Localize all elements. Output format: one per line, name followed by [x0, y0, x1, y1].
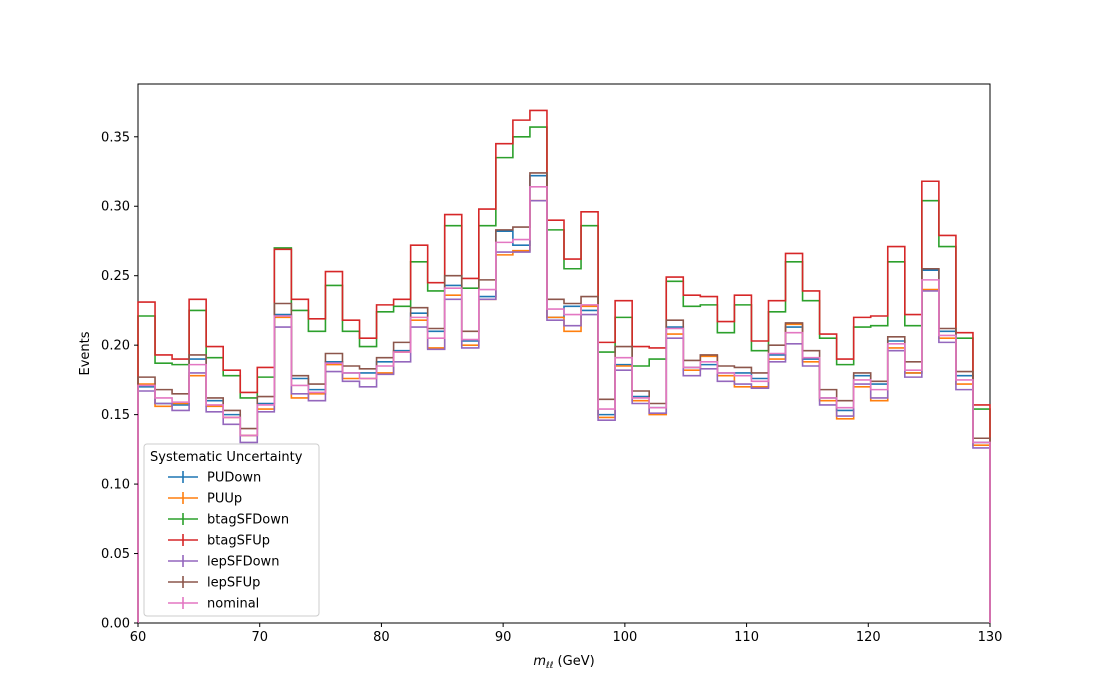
legend-title: Systematic Uncertainty	[150, 450, 303, 465]
legend-label-PUUp: PUUp	[207, 492, 242, 507]
legend-item-lepSFDown: lepSFDown	[168, 555, 279, 570]
y-tick-label: 0.10	[101, 478, 130, 493]
legend-item-btagSFUp: btagSFUp	[168, 534, 270, 549]
x-axis: 60 70 80 90 100 110 120 130	[130, 623, 1003, 645]
y-tick-label: 0.15	[101, 408, 130, 423]
x-tick-label: 110	[734, 630, 759, 645]
y-tick-label: 0.35	[101, 130, 130, 145]
x-tick-label: 100	[612, 630, 637, 645]
legend-label-lepSFUp: lepSFUp	[207, 576, 260, 591]
legend-item-PUUp: PUUp	[168, 492, 242, 507]
x-tick-label: 70	[251, 630, 268, 645]
legend-label-btagSFDown: btagSFDown	[207, 513, 289, 528]
y-tick-label: 0.30	[101, 200, 130, 215]
legend-item-btagSFDown: btagSFDown	[168, 513, 289, 528]
x-tick-label: 80	[373, 630, 390, 645]
x-tick-label: 130	[978, 630, 1003, 645]
legend-items: PUDown PUUp btagSFDown btagSFUp lepSFDown lep…	[168, 471, 289, 612]
y-tick-label: 0.25	[101, 269, 130, 284]
legend-label-PUDown: PUDown	[207, 471, 261, 486]
legend-item-nominal: nominal	[168, 597, 259, 612]
y-axis-label: Events	[78, 331, 93, 375]
y-tick-label: 0.05	[101, 547, 130, 562]
legend-item-PUDown: PUDown	[168, 471, 261, 486]
series-btagSFUp-line	[137, 109, 991, 623]
x-tick-label: 120	[856, 630, 881, 645]
series-layer	[137, 109, 991, 623]
y-tick-label: 0.20	[101, 339, 130, 354]
series-nominal-line	[137, 185, 991, 623]
legend-label-btagSFUp: btagSFUp	[207, 534, 270, 549]
legend-label-lepSFDown: lepSFDown	[207, 555, 279, 570]
x-axis-label: mℓℓ (GeV)	[533, 654, 594, 671]
y-tick-label: 0.00	[101, 617, 130, 632]
legend-label-nominal: nominal	[207, 597, 259, 612]
x-tick-label: 90	[495, 630, 512, 645]
x-tick-label: 60	[130, 630, 147, 645]
y-axis: 0.00 0.05 0.10 0.15 0.20 0.25 0.30 0.35	[101, 130, 138, 632]
legend-item-lepSFUp: lepSFUp	[168, 576, 260, 591]
legend: Systematic Uncertainty PUDown PUUp btagSFD…	[143, 443, 320, 617]
legend-box	[143, 443, 320, 617]
